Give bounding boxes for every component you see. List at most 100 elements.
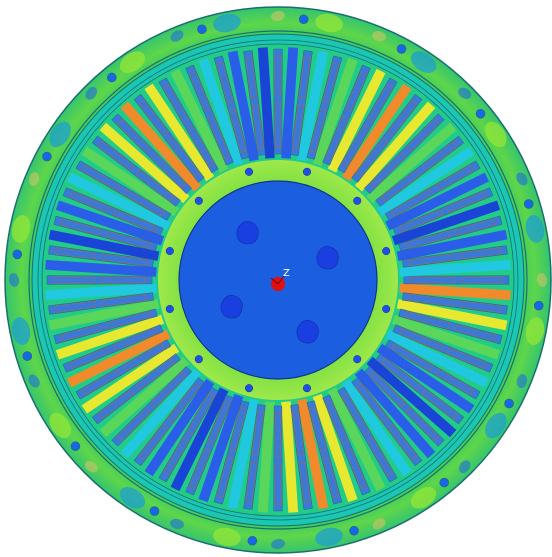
coil-side: [459, 247, 501, 260]
frame-stress-spot: [525, 215, 545, 243]
stator-slot: [46, 275, 153, 285]
coil-side: [206, 401, 231, 446]
stator-tooth: [354, 368, 436, 459]
stator-slot: [384, 339, 481, 400]
coil-side: [410, 276, 456, 284]
frame-stress-spot: [170, 30, 184, 42]
coil-side: [101, 293, 148, 307]
coil-side: [391, 343, 434, 372]
stator-tooth: [366, 356, 457, 438]
coil-side: [122, 343, 165, 372]
axis-arrow-icon: [270, 275, 285, 285]
stator-slot: [273, 405, 283, 512]
stator-slot: [213, 400, 250, 505]
coil-side: [408, 253, 455, 267]
shaft-origin-marker: Z: [270, 268, 290, 291]
coil-side: [274, 412, 282, 458]
rotor-bolt-hole: [244, 167, 254, 176]
coil-side: [188, 448, 212, 489]
rotor-bolt-hole: [302, 384, 312, 393]
stator-slot: [306, 400, 343, 505]
stator-tooth: [45, 283, 157, 301]
stator-slot: [133, 93, 205, 183]
stator-tooth: [66, 329, 171, 388]
coil-side: [188, 71, 212, 112]
rotor-bolt-hole: [244, 384, 254, 393]
frame-stress-spot: [536, 273, 548, 287]
stator-slot: [375, 135, 465, 207]
coil-side: [116, 407, 151, 442]
coil-side: [274, 102, 282, 148]
stator-slot: [91, 135, 181, 207]
frame-stress-spot: [213, 527, 241, 547]
coil-side: [69, 190, 110, 214]
coil-side: [291, 103, 305, 150]
stator-slot: [363, 365, 445, 447]
stator-tooth: [81, 343, 180, 414]
frame-bolt-hole: [149, 506, 160, 516]
stator-tooth: [396, 299, 508, 331]
coil-side: [53, 276, 95, 284]
stator-slot: [213, 55, 250, 160]
coil-side: [344, 71, 368, 112]
coil-side: [454, 218, 496, 236]
coil-side: [97, 140, 135, 172]
stator-tooth: [341, 378, 412, 477]
frame-stress-spot: [525, 317, 545, 345]
stator-tooth: [66, 172, 171, 231]
stator-tooth: [391, 314, 501, 360]
stator-slot: [351, 93, 423, 183]
frame-stress-spot: [170, 518, 184, 529]
stator-tooth: [170, 387, 229, 492]
rotor-bolt-hole: [353, 355, 362, 364]
frame-stress-spot: [410, 51, 437, 73]
rotor-magnet-pockets: [220, 221, 339, 344]
origin-axis-label: Z: [283, 268, 290, 279]
coil-side: [386, 99, 418, 137]
frame-stress-spot: [84, 460, 98, 473]
frame-stress-spot: [458, 87, 472, 100]
stator-teeth-and-slots: [45, 47, 511, 513]
coil-side: [446, 346, 487, 370]
stator-slot: [337, 386, 398, 483]
coil-side: [355, 383, 389, 423]
stator-tooth: [227, 398, 259, 510]
stator-slot: [53, 308, 158, 345]
stator-slot: [62, 187, 164, 236]
rotor-bolt-hole: [382, 304, 391, 314]
stator-tooth: [312, 393, 358, 503]
stator-tooth: [376, 343, 475, 414]
yoke-inner-line: [37, 39, 519, 521]
frame-bolt-hole: [298, 14, 309, 25]
coil-side: [81, 368, 121, 396]
stator-tooth: [198, 57, 244, 167]
stator-slot: [375, 353, 465, 425]
stator-tooth: [227, 50, 259, 162]
coil-side: [251, 103, 265, 150]
stator-slot: [392, 187, 494, 236]
frame-stress-spots: [8, 10, 548, 550]
stator-slot: [243, 50, 266, 156]
coil-side: [405, 310, 451, 330]
coil-side: [216, 62, 234, 104]
frame-bolt-hole: [533, 300, 544, 311]
coil-side: [186, 124, 215, 167]
rotor-magnet-pocket: [220, 295, 243, 319]
stator-slot: [290, 404, 313, 510]
frame-bolt-holes: [12, 14, 544, 546]
rotor-bolt-hole: [382, 246, 391, 256]
frame-stress-spot: [410, 487, 437, 509]
rotor-magnet-pocket: [296, 320, 319, 344]
frame-bolt-hole: [523, 199, 534, 209]
frame-stress-spot: [372, 518, 386, 530]
coil-side: [60, 218, 102, 236]
coil-side: [105, 230, 151, 250]
coil-side: [122, 188, 165, 217]
stator-tooth: [120, 101, 202, 192]
stator-slot: [363, 113, 445, 195]
stator-slot: [48, 245, 154, 268]
rotor-magnet-pocket: [236, 221, 259, 245]
coil-side: [308, 107, 328, 153]
stator-slot: [75, 339, 172, 400]
frame-stress-spot: [119, 51, 146, 73]
